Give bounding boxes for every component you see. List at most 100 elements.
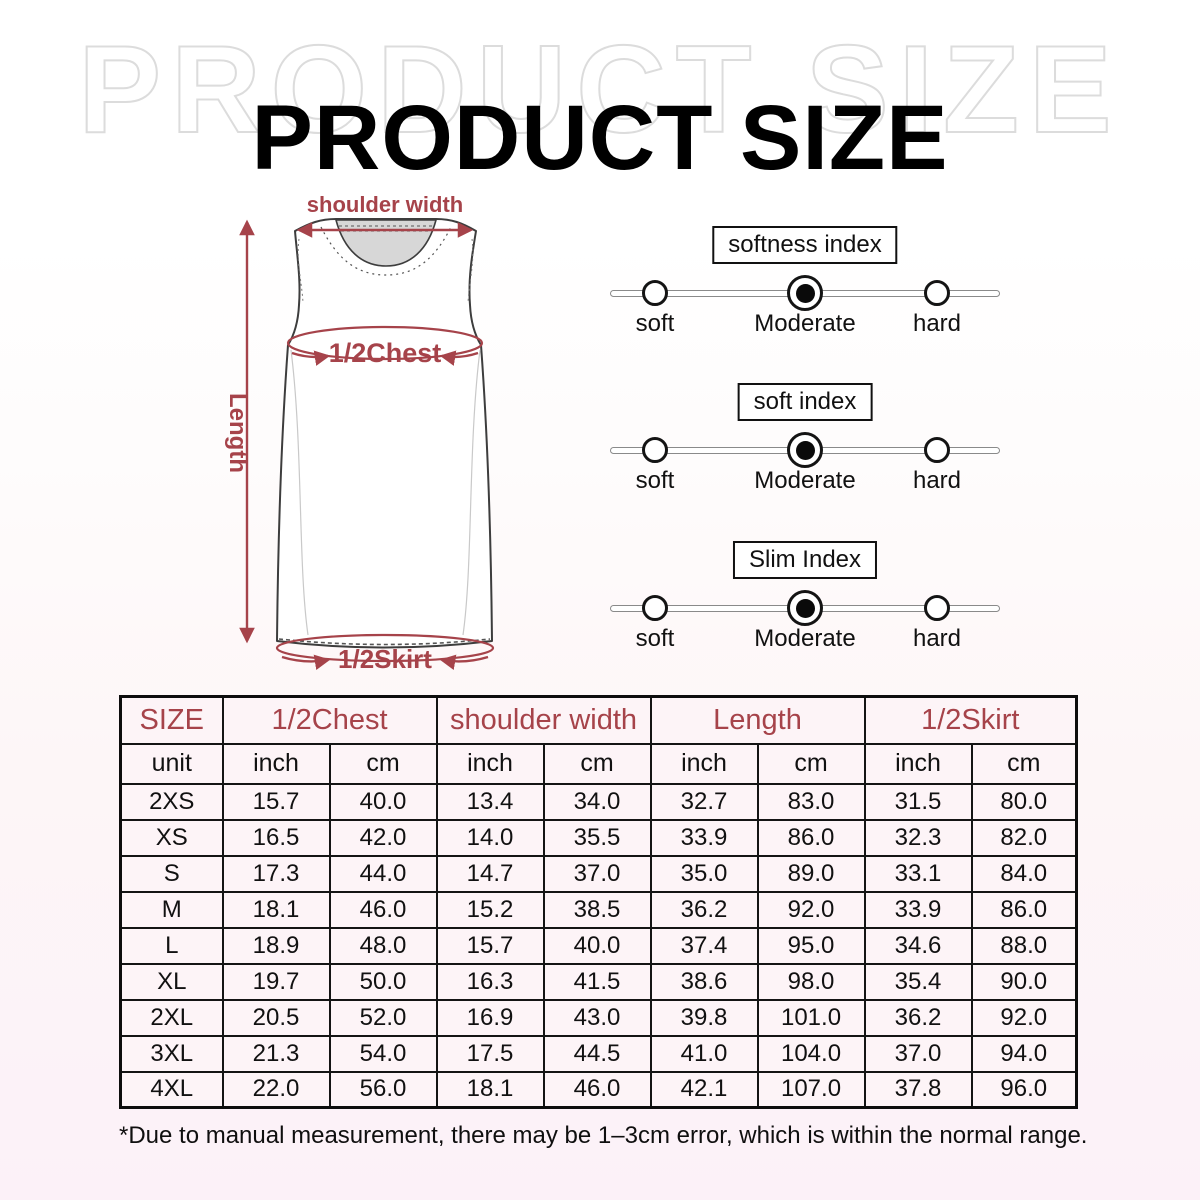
softness-knob-hard	[924, 280, 950, 306]
value-cell: 98.0	[756, 962, 866, 1001]
value-cell: 22.0	[221, 1070, 331, 1109]
value-cell: 34.6	[863, 926, 973, 965]
value-cell: 101.0	[756, 998, 866, 1037]
right-armhole-stitch	[467, 238, 474, 304]
value-cell: 18.1	[221, 890, 331, 929]
selected-dot	[795, 283, 815, 303]
size-cell: XS	[119, 818, 224, 857]
value-cell: 104.0	[756, 1034, 866, 1073]
softness-index-title: softness index	[728, 231, 882, 258]
skirt-arrow-right	[439, 654, 489, 670]
table-row: L 18.9 48.0 15.7 40.0 37.4 95.0 34.6 88.0	[119, 926, 1078, 965]
value-cell: 38.5	[542, 890, 652, 929]
dress-measurement-diagram: shoulder width Length 1/2Chest 1/2Skirt	[224, 192, 495, 674]
value-cell: 83.0	[756, 782, 866, 821]
value-cell: 40.0	[328, 782, 438, 821]
chest-arrow-left	[291, 350, 331, 366]
value-cell: 96.0	[970, 1070, 1078, 1109]
softness-option-hard: hard	[912, 310, 962, 337]
value-cell: 14.0	[435, 818, 545, 857]
unit-cell: inch	[863, 742, 973, 785]
value-cell: 43.0	[542, 998, 652, 1037]
value-cell: 32.3	[863, 818, 973, 857]
chest-arrow-right	[439, 350, 479, 366]
size-cell: 2XL	[119, 998, 224, 1037]
value-cell: 16.9	[435, 998, 545, 1037]
chest-measure-ellipse	[286, 325, 484, 361]
value-cell: 40.0	[542, 926, 652, 965]
value-cell: 37.0	[863, 1034, 973, 1073]
table-row: 4XL 22.0 56.0 18.1 46.0 42.1 107.0 37.8 96.0	[119, 1070, 1078, 1109]
table-row: 2XS 15.7 40.0 13.4 34.0 32.7 83.0 31.5 80.0	[119, 782, 1078, 821]
half-chest-label: 1/2Chest	[329, 338, 442, 368]
value-cell: 17.3	[221, 854, 331, 893]
value-cell: 46.0	[542, 1070, 652, 1109]
table-row: 3XL 21.3 54.0 17.5 44.5 41.0 104.0 37.0 94.0	[119, 1034, 1078, 1073]
half-skirt-label: 1/2Skirt	[338, 644, 432, 674]
slim-option-soft: soft	[635, 625, 675, 652]
soft-index-title: soft index	[753, 388, 857, 415]
value-cell: 35.5	[542, 818, 652, 857]
value-cell: 15.2	[435, 890, 545, 929]
value-cell: 42.1	[649, 1070, 759, 1109]
size-column-header: SIZE	[119, 695, 224, 745]
value-cell: 44.0	[328, 854, 438, 893]
value-cell: 36.2	[863, 998, 973, 1037]
size-cell: S	[119, 854, 224, 893]
value-cell: 52.0	[328, 998, 438, 1037]
slim-option-hard: hard	[912, 625, 962, 652]
soft-index-title-box: soft index	[737, 383, 873, 421]
value-cell: 21.3	[221, 1034, 331, 1073]
value-cell: 39.8	[649, 998, 759, 1037]
table-unit-row: unit inch cm inch cm inch cm inch cm	[119, 742, 1078, 785]
value-cell: 37.8	[863, 1070, 973, 1109]
size-table: SIZE 1/2Chest shoulder width Length 1/2S…	[119, 695, 1078, 1109]
table-group-header-row: SIZE 1/2Chest shoulder width Length 1/2S…	[119, 695, 1078, 745]
dress-outline	[276, 218, 493, 649]
value-cell: 88.0	[970, 926, 1078, 965]
slim-index-slider: Slim Index soft Moderate hard	[610, 541, 1000, 652]
value-cell: 44.5	[542, 1034, 652, 1073]
value-cell: 42.0	[328, 818, 438, 857]
value-cell: 94.0	[970, 1034, 1078, 1073]
shoulder-width-label: shoulder width	[307, 192, 463, 217]
value-cell: 41.0	[649, 1034, 759, 1073]
measurement-disclaimer: *Due to manual measurement, there may be…	[119, 1122, 1088, 1149]
value-cell: 16.3	[435, 962, 545, 1001]
slim-knob-hard	[924, 595, 950, 621]
value-cell: 33.9	[649, 818, 759, 857]
skirt-measure-ellipse	[275, 633, 495, 663]
table-row: XL 19.7 50.0 16.3 41.5 38.6 98.0 35.4 90.0	[119, 962, 1078, 1001]
value-cell: 20.5	[221, 998, 331, 1037]
value-cell: 50.0	[328, 962, 438, 1001]
value-cell: 31.5	[863, 782, 973, 821]
value-cell: 84.0	[970, 854, 1078, 893]
value-cell: 13.4	[435, 782, 545, 821]
value-cell: 92.0	[970, 998, 1078, 1037]
softness-option-moderate: Moderate	[754, 310, 856, 337]
table-row: XS 16.5 42.0 14.0 35.5 33.9 86.0 32.3 82.0	[119, 818, 1078, 857]
value-cell: 92.0	[756, 890, 866, 929]
value-cell: 33.9	[863, 890, 973, 929]
size-cell: 2XS	[119, 782, 224, 821]
value-cell: 32.7	[649, 782, 759, 821]
unit-cell: inch	[435, 742, 545, 785]
selected-dot	[795, 440, 815, 460]
group-header-length: Length	[649, 695, 866, 745]
size-cell: 3XL	[119, 1034, 224, 1073]
value-cell: 89.0	[756, 854, 866, 893]
left-seam-line	[290, 349, 309, 636]
size-cell: XL	[119, 962, 224, 1001]
unit-cell: cm	[970, 742, 1078, 785]
unit-cell: cm	[328, 742, 438, 785]
value-cell: 54.0	[328, 1034, 438, 1073]
value-cell: 19.7	[221, 962, 331, 1001]
watermark-text: PRODUCT SIZE	[77, 21, 1122, 159]
value-cell: 14.7	[435, 854, 545, 893]
neckline-stitch-arc	[320, 226, 452, 276]
soft-knob-moderate-selected	[787, 432, 823, 468]
size-table-body: 2XS 15.7 40.0 13.4 34.0 32.7 83.0 31.5 80.0 XS 16.…	[119, 782, 1078, 1109]
value-cell: 86.0	[970, 890, 1078, 929]
value-cell: 80.0	[970, 782, 1078, 821]
value-cell: 15.7	[435, 926, 545, 965]
